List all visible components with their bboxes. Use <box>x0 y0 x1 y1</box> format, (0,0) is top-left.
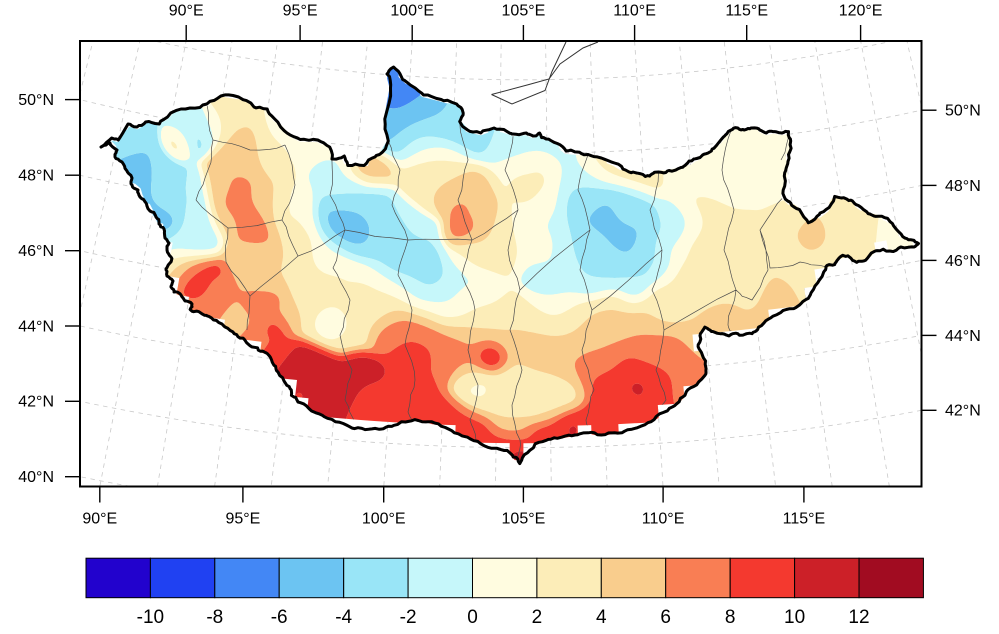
svg-text:48°N: 48°N <box>18 168 54 185</box>
svg-text:4: 4 <box>596 607 607 628</box>
svg-text:120°E: 120°E <box>839 2 883 19</box>
svg-text:-6: -6 <box>271 607 288 628</box>
svg-text:100°E: 100°E <box>362 510 406 527</box>
svg-text:110°E: 110°E <box>613 2 656 19</box>
svg-text:42°N: 42°N <box>18 394 54 411</box>
svg-text:90°E: 90°E <box>169 2 204 19</box>
svg-text:44°N: 44°N <box>945 328 981 345</box>
svg-text:6: 6 <box>660 607 671 628</box>
svg-text:50°N: 50°N <box>945 103 981 120</box>
svg-text:2: 2 <box>532 607 543 628</box>
svg-text:0: 0 <box>467 607 478 628</box>
svg-text:105°E: 105°E <box>502 2 546 19</box>
svg-text:42°N: 42°N <box>945 403 981 420</box>
svg-text:90°E: 90°E <box>82 510 117 527</box>
svg-text:115°E: 115°E <box>783 510 826 527</box>
svg-text:105°E: 105°E <box>502 510 546 527</box>
svg-text:50°N: 50°N <box>18 92 54 109</box>
svg-text:-10: -10 <box>137 607 164 628</box>
svg-text:46°N: 46°N <box>18 243 54 260</box>
svg-text:44°N: 44°N <box>18 318 54 335</box>
svg-text:46°N: 46°N <box>945 253 981 270</box>
svg-text:12: 12 <box>848 607 869 628</box>
svg-text:95°E: 95°E <box>225 510 260 527</box>
svg-text:110°E: 110°E <box>642 510 685 527</box>
svg-text:-8: -8 <box>206 607 223 628</box>
svg-text:100°E: 100°E <box>390 2 434 19</box>
svg-text:8: 8 <box>725 607 736 628</box>
svg-text:10: 10 <box>784 607 805 628</box>
svg-text:95°E: 95°E <box>283 2 318 19</box>
svg-text:115°E: 115°E <box>725 2 768 19</box>
svg-text:48°N: 48°N <box>945 178 981 195</box>
svg-text:-4: -4 <box>335 607 352 628</box>
svg-text:-2: -2 <box>400 607 417 628</box>
svg-text:40°N: 40°N <box>18 469 54 486</box>
